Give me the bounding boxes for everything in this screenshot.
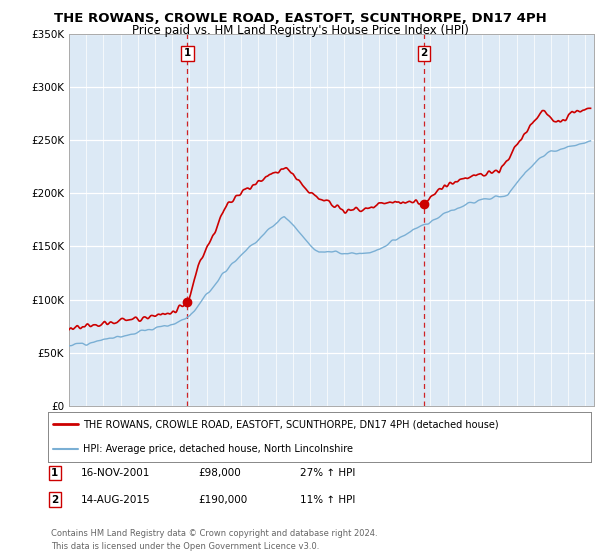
Text: THE ROWANS, CROWLE ROAD, EASTOFT, SCUNTHORPE, DN17 4PH: THE ROWANS, CROWLE ROAD, EASTOFT, SCUNTH… (53, 12, 547, 25)
Text: 1: 1 (184, 49, 191, 58)
Text: 14-AUG-2015: 14-AUG-2015 (81, 494, 151, 505)
Text: 1: 1 (51, 468, 58, 478)
Text: 2: 2 (51, 494, 58, 505)
Text: £98,000: £98,000 (198, 468, 241, 478)
Text: Price paid vs. HM Land Registry's House Price Index (HPI): Price paid vs. HM Land Registry's House … (131, 24, 469, 36)
Text: 11% ↑ HPI: 11% ↑ HPI (300, 494, 355, 505)
Text: Contains HM Land Registry data © Crown copyright and database right 2024.: Contains HM Land Registry data © Crown c… (51, 529, 377, 538)
Text: 2: 2 (421, 49, 428, 58)
Text: HPI: Average price, detached house, North Lincolnshire: HPI: Average price, detached house, Nort… (83, 445, 353, 454)
Text: 27% ↑ HPI: 27% ↑ HPI (300, 468, 355, 478)
Text: This data is licensed under the Open Government Licence v3.0.: This data is licensed under the Open Gov… (51, 542, 319, 550)
Text: THE ROWANS, CROWLE ROAD, EASTOFT, SCUNTHORPE, DN17 4PH (detached house): THE ROWANS, CROWLE ROAD, EASTOFT, SCUNTH… (83, 419, 499, 429)
Text: £190,000: £190,000 (198, 494, 247, 505)
Text: 16-NOV-2001: 16-NOV-2001 (81, 468, 151, 478)
